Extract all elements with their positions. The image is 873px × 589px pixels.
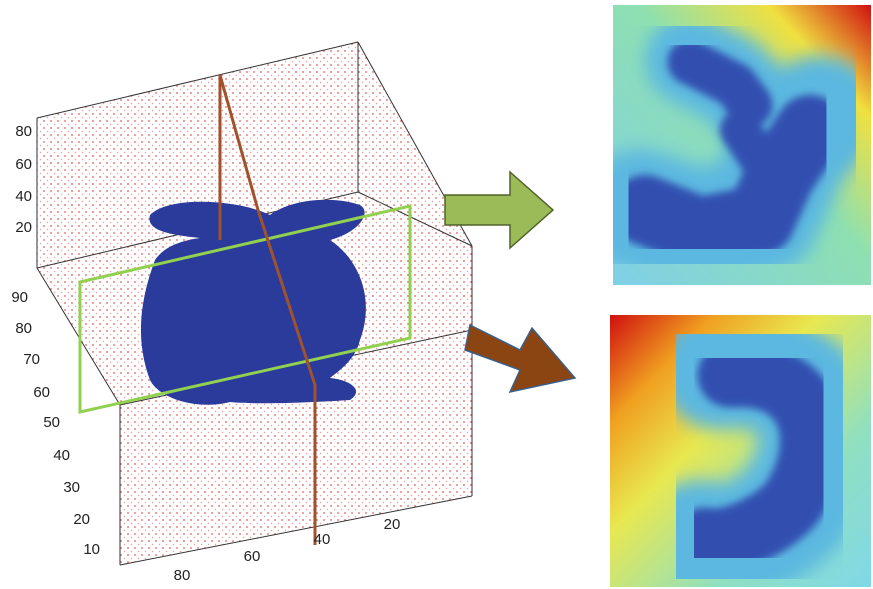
tick-label: 80 [15, 320, 32, 337]
page: 80 60 40 20 90 80 70 60 50 40 30 20 10 8… [0, 0, 873, 589]
heatmap-bottom [610, 315, 871, 587]
tick-label: 20 [15, 219, 32, 236]
heatmap-top [613, 5, 871, 285]
tick-label: 80 [174, 567, 191, 584]
z-axis: 80 60 40 20 [15, 123, 32, 236]
arrow-brown [465, 325, 575, 392]
tick-label: 20 [73, 511, 90, 528]
tick-label: 60 [244, 548, 261, 565]
tick-label: 90 [11, 289, 28, 306]
tick-label: 60 [15, 156, 32, 173]
tick-label: 40 [15, 188, 32, 205]
tick-label: 30 [63, 479, 80, 496]
tick-label: 20 [384, 516, 401, 533]
tick-label: 60 [33, 384, 50, 401]
tick-label: 40 [53, 447, 70, 464]
tick-label: 70 [23, 351, 40, 368]
tick-label: 40 [314, 531, 331, 548]
scatter-3d: 80 60 40 20 90 80 70 60 50 40 30 20 10 8… [11, 42, 472, 584]
tick-label: 50 [43, 414, 60, 431]
tick-label: 80 [15, 123, 32, 140]
figure: 80 60 40 20 90 80 70 60 50 40 30 20 10 8… [0, 0, 873, 589]
tick-label: 10 [83, 541, 100, 558]
